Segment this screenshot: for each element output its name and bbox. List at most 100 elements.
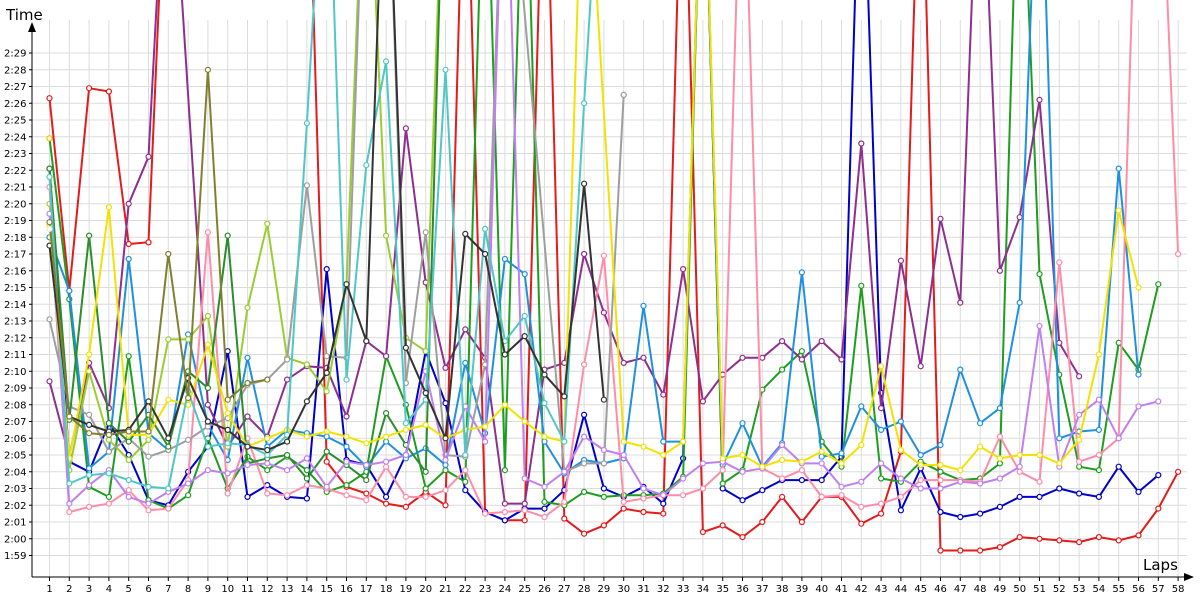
- data-point: [402, 451, 409, 459]
- data-point: [1056, 259, 1063, 266]
- data-point: [640, 485, 647, 492]
- data-point: [244, 354, 251, 361]
- data-point: [422, 421, 429, 428]
- data-point: [46, 135, 53, 142]
- x-tick-label: 37: [756, 584, 769, 595]
- data-point: [759, 487, 766, 494]
- data-point: [858, 140, 865, 147]
- data-point: [561, 438, 568, 445]
- data-point: [1036, 96, 1043, 104]
- data-point: [580, 411, 588, 418]
- data-point: [996, 405, 1004, 412]
- data-point: [877, 475, 885, 482]
- data-point: [1155, 505, 1162, 512]
- data-point: [897, 507, 905, 514]
- data-point: [739, 468, 746, 475]
- data-point: [877, 363, 885, 370]
- x-tick-label: 7: [165, 584, 171, 595]
- data-point: [1075, 538, 1083, 546]
- data-point: [1075, 458, 1083, 465]
- data-point: [462, 230, 469, 237]
- data-point: [541, 438, 548, 445]
- x-tick-label: 33: [677, 584, 690, 595]
- data-point: [402, 493, 409, 500]
- series-7: [46, 0, 1182, 521]
- data-point: [224, 490, 231, 497]
- data-point: [264, 451, 271, 459]
- data-point: [204, 384, 211, 392]
- data-point: [1095, 451, 1103, 459]
- data-point: [343, 281, 350, 288]
- data-point: [204, 312, 211, 320]
- data-point: [442, 364, 449, 371]
- data-point: [244, 493, 251, 500]
- data-point: [699, 485, 707, 492]
- data-point: [85, 232, 93, 239]
- data-point: [303, 120, 310, 127]
- x-tick-label: 1: [46, 584, 52, 595]
- series-line: [48, 0, 625, 473]
- data-point: [739, 497, 746, 504]
- data-point: [620, 498, 627, 505]
- data-point: [937, 547, 944, 554]
- x-tick-label: 22: [459, 584, 472, 595]
- data-point: [1036, 535, 1043, 542]
- data-point: [363, 338, 370, 345]
- data-point: [1135, 371, 1142, 378]
- data-point: [798, 467, 806, 474]
- data-point: [719, 522, 726, 529]
- x-tick-label: 34: [697, 584, 710, 595]
- y-tick-label: 2:26: [4, 99, 26, 110]
- series-line: [48, 0, 1140, 472]
- data-point: [1115, 339, 1122, 346]
- data-point: [145, 483, 152, 490]
- data-point: [442, 467, 449, 474]
- data-point: [1075, 463, 1083, 470]
- data-point: [264, 460, 271, 467]
- data-point: [561, 393, 568, 400]
- x-tick-label: 19: [400, 584, 413, 595]
- data-point: [323, 433, 330, 440]
- data-point: [561, 498, 568, 505]
- y-tick-label: 2:23: [4, 149, 26, 160]
- data-point: [125, 255, 132, 263]
- data-point: [1095, 467, 1103, 474]
- data-point: [620, 91, 627, 99]
- series-layer: [46, 0, 1182, 554]
- data-point: [125, 428, 132, 435]
- data-point: [383, 493, 390, 500]
- series-14: [46, 66, 271, 438]
- x-tick-label: 52: [1053, 584, 1066, 595]
- data-point: [46, 316, 53, 323]
- data-point: [798, 348, 806, 355]
- data-point: [798, 269, 806, 276]
- data-point: [838, 356, 845, 363]
- data-point: [264, 446, 271, 454]
- data-point: [85, 430, 93, 437]
- data-point: [1095, 493, 1103, 500]
- data-point: [46, 95, 53, 102]
- data-point: [917, 461, 924, 469]
- data-point: [957, 467, 964, 474]
- data-point: [1155, 472, 1162, 479]
- data-point: [1016, 493, 1023, 500]
- y-axis-title: Time: [5, 6, 43, 24]
- data-point: [600, 252, 608, 259]
- data-point: [1036, 271, 1043, 278]
- data-point: [85, 351, 93, 358]
- data-point: [917, 451, 924, 459]
- x-tick-label: 53: [1073, 584, 1086, 595]
- data-point: [1016, 533, 1023, 541]
- data-point: [402, 420, 409, 427]
- y-tick-label: 2:24: [4, 132, 26, 143]
- data-point: [996, 543, 1004, 551]
- data-point: [422, 485, 429, 492]
- data-point: [145, 428, 152, 435]
- data-point: [778, 475, 786, 482]
- data-point: [798, 477, 806, 484]
- data-point: [224, 470, 231, 477]
- data-point: [165, 505, 172, 512]
- data-point: [383, 410, 390, 417]
- data-point: [145, 507, 152, 514]
- y-tick-label: 2:12: [4, 333, 26, 344]
